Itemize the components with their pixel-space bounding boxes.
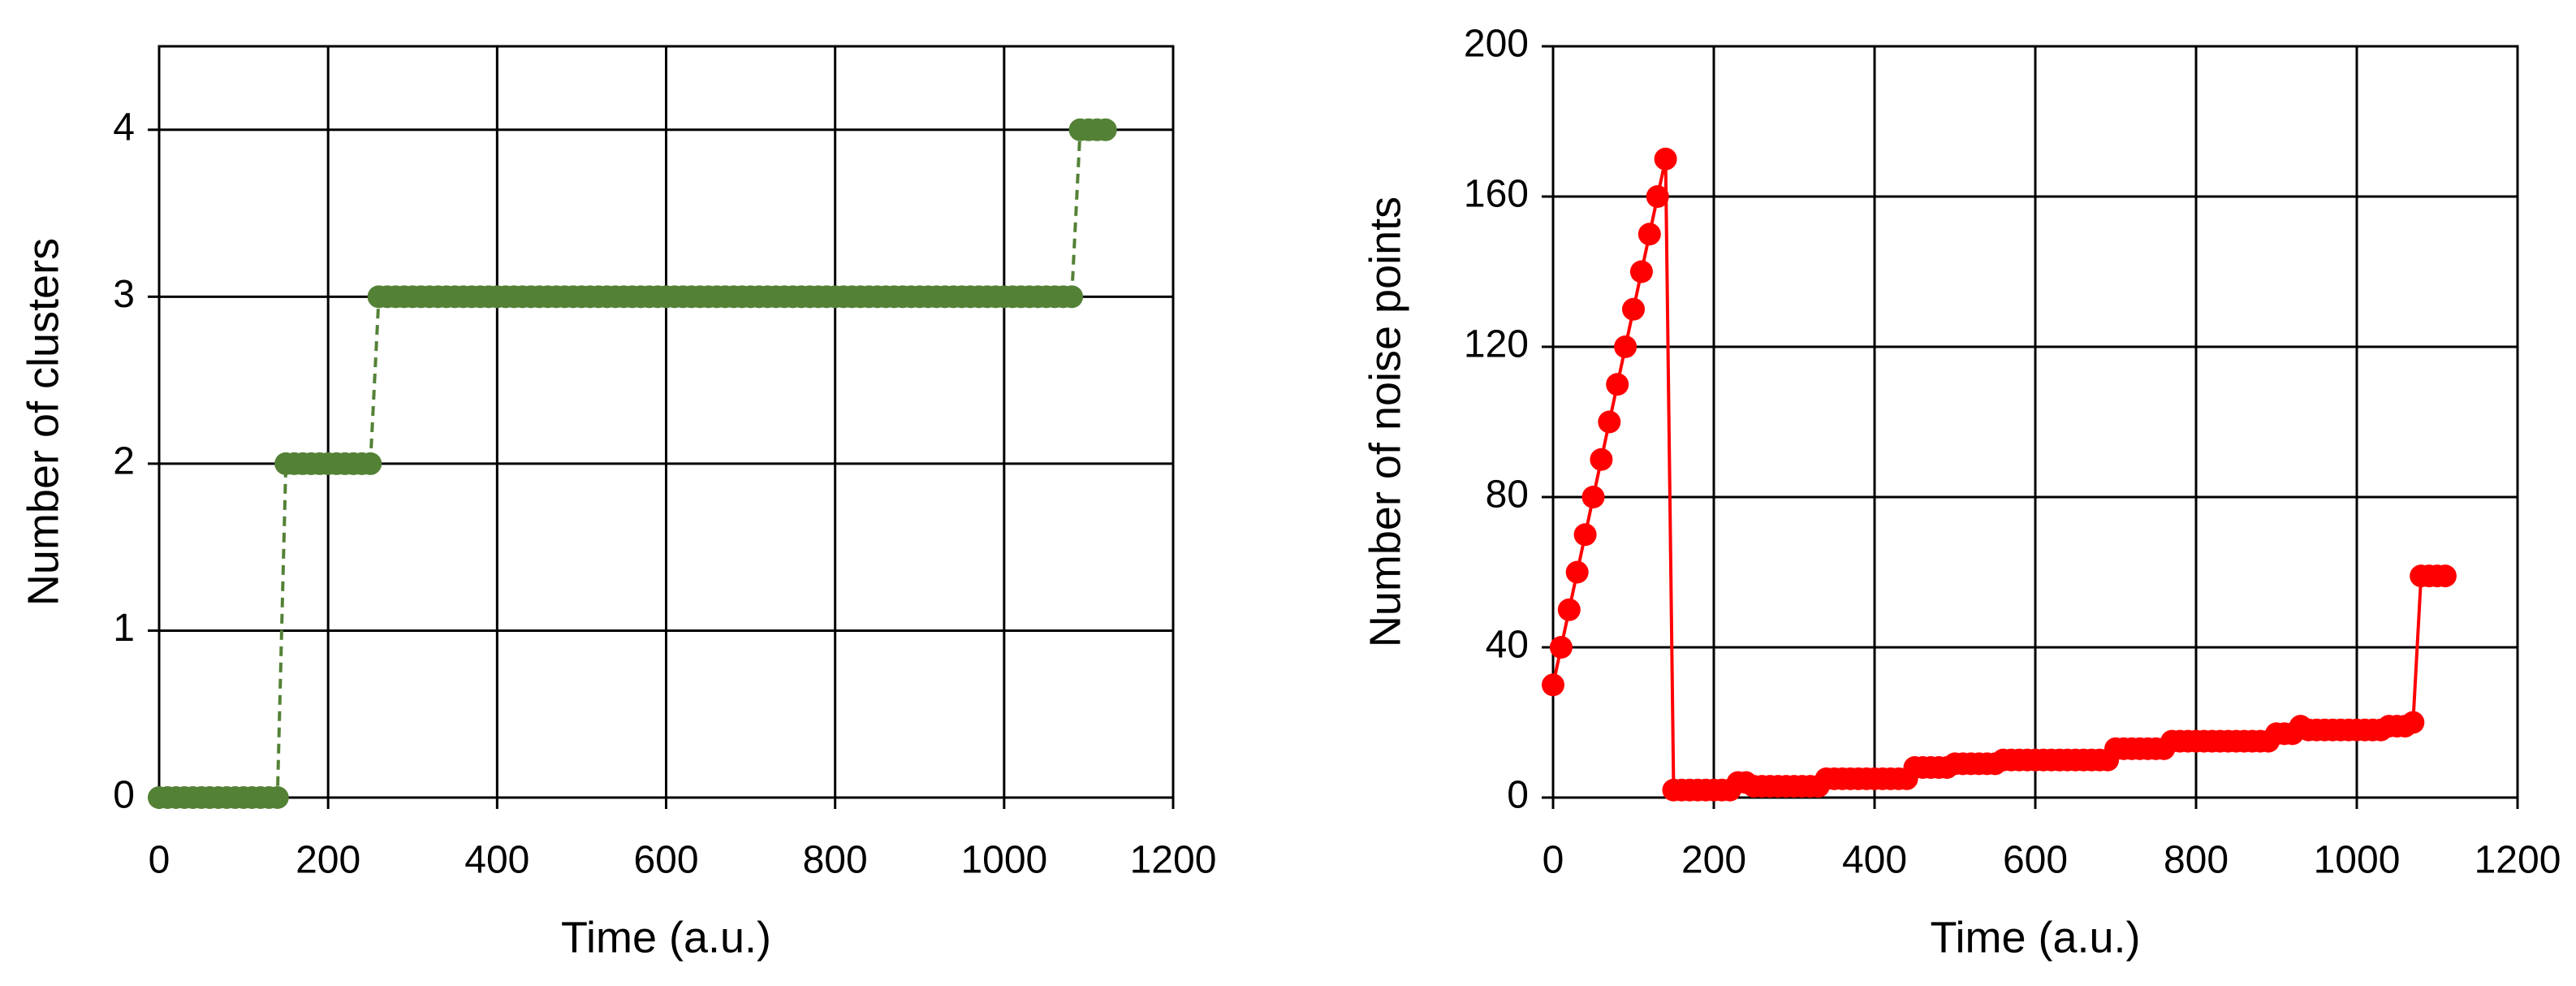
x-tick-label: 800 <box>803 839 868 882</box>
y-tick-label: 40 <box>1486 624 1529 667</box>
data-point <box>1542 673 1564 697</box>
x-tick-label: 0 <box>149 839 170 882</box>
x-tick-label: 1000 <box>960 839 1047 882</box>
x-tick-label: 400 <box>1842 839 1907 882</box>
data-point <box>1590 448 1613 471</box>
y-tick-label: 120 <box>1464 323 1529 366</box>
y-tick-label: 3 <box>113 273 135 316</box>
y-tick-label: 200 <box>1464 23 1529 66</box>
x-axis-title: Time (a.u.) <box>561 913 771 962</box>
series-line <box>1551 158 2445 792</box>
x-tick-label: 600 <box>2003 839 2068 882</box>
x-tick-label: 0 <box>1543 839 1564 882</box>
data-point <box>359 452 382 475</box>
data-point <box>1629 260 1653 283</box>
y-tick-label: 4 <box>113 106 135 149</box>
data-point <box>265 786 289 809</box>
data-point <box>1654 147 1677 171</box>
x-tick-label: 1200 <box>1130 839 1217 882</box>
data-point <box>1573 523 1597 547</box>
data-point <box>1557 598 1581 621</box>
data-point <box>1094 118 1117 141</box>
x-tick-label: 600 <box>633 839 698 882</box>
data-point <box>1646 185 1669 208</box>
data-point <box>1565 560 1589 584</box>
x-tick-label: 1000 <box>2314 839 2401 882</box>
data-point <box>2401 711 2425 734</box>
data-point <box>2433 564 2457 588</box>
x-tick-label: 200 <box>1681 839 1746 882</box>
y-tick-label: 0 <box>113 774 135 817</box>
y-axis-title: Number of noise points <box>1361 197 1409 647</box>
data-point <box>1598 410 1621 434</box>
data-point <box>1581 486 1605 508</box>
data-point <box>1614 335 1638 358</box>
data-point <box>1622 297 1645 321</box>
x-tick-label: 200 <box>296 839 360 882</box>
x-tick-label: 1200 <box>2475 839 2561 882</box>
x-axis-title: Time (a.u.) <box>1930 913 2140 962</box>
x-tick-label: 800 <box>2164 839 2229 882</box>
plot-frame <box>1551 45 2519 799</box>
y-tick-label: 80 <box>1486 474 1529 517</box>
y-tick-label: 160 <box>1464 173 1529 216</box>
y-tick-label: 2 <box>113 440 135 483</box>
y-tick-label: 1 <box>113 607 135 650</box>
x-tick-label: 400 <box>464 839 529 882</box>
data-point <box>1638 223 1661 246</box>
data-point <box>1060 285 1084 309</box>
y-tick-label: 0 <box>1507 774 1529 817</box>
data-point <box>1606 373 1629 396</box>
y-axis-title: Number of clusters <box>19 238 67 606</box>
plot-frame <box>157 45 1175 799</box>
data-point <box>1549 636 1573 659</box>
